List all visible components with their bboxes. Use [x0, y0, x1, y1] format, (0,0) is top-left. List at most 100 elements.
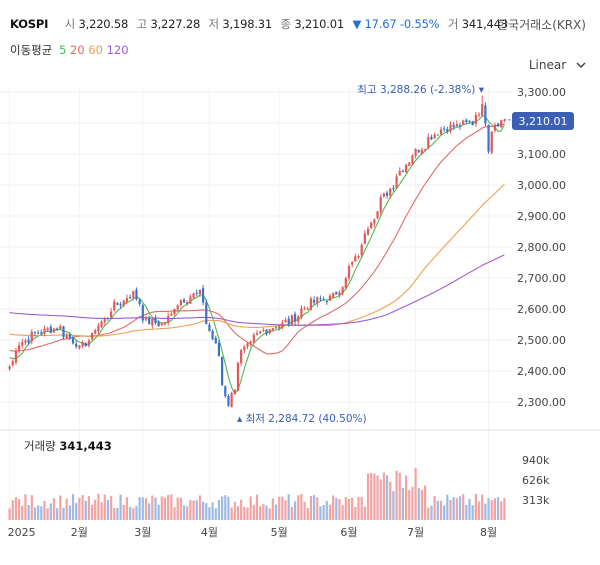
candle-body [484, 105, 487, 124]
volume-bar [408, 489, 411, 520]
candle-body [312, 300, 316, 303]
volume-bar [268, 508, 271, 520]
volume-bar [465, 504, 468, 520]
candle-body [465, 119, 468, 123]
candle-body [379, 197, 382, 212]
volume-bar [357, 497, 360, 520]
ma-legend-5[interactable]: 5 [58, 43, 67, 57]
candle-body [129, 297, 132, 299]
ma-legend-60[interactable]: 60 [88, 43, 103, 57]
volume-bar [316, 497, 319, 520]
price-tick-label: 3,100.00 [517, 148, 566, 161]
volume-bar [487, 498, 490, 520]
time-tick-label: 8월 [480, 526, 497, 539]
volume-bar [398, 472, 401, 520]
candle-body [357, 255, 360, 258]
volume-bar [414, 468, 417, 520]
time-axis: 2025 2월 3월 4월 5월 6월 7월 8월 [8, 526, 498, 539]
candle-body [195, 292, 198, 294]
volume-bar [338, 499, 341, 520]
volume-bar [138, 497, 141, 520]
candle-body [335, 291, 338, 295]
time-tick-label: 6월 [340, 526, 357, 539]
candle-body [90, 332, 94, 340]
volume-bar [303, 501, 306, 520]
volume-axis: 940k 626k 313k [522, 454, 550, 507]
close-label: 종 [280, 17, 292, 31]
volume-bar [189, 499, 192, 520]
candle-body [493, 124, 497, 131]
volume-bar [59, 495, 62, 520]
volume-bar [71, 494, 75, 520]
candle-body [56, 328, 59, 331]
candle-body [84, 342, 87, 347]
volume-bar [173, 507, 176, 520]
candle-body [122, 300, 125, 306]
volume-bar [176, 497, 179, 520]
scale-select[interactable]: Linear [529, 58, 586, 72]
high-annotation: 최고 3,288.26 (-2.38%) ▾ [357, 84, 484, 96]
volume-bar [195, 500, 198, 520]
candle-body [52, 328, 56, 333]
candle-body [468, 120, 471, 123]
volume-bar [341, 504, 344, 520]
volume-bar [220, 496, 224, 520]
price-chart[interactable]: 3,300.003,200.003,100.003,000.002,900.00… [0, 78, 600, 565]
ma-legend-120[interactable]: 120 [106, 43, 129, 57]
volume-bar [452, 497, 455, 520]
candle-body [439, 129, 443, 135]
candle-body [319, 298, 322, 300]
candle-body [404, 164, 408, 173]
candle-body [265, 329, 268, 335]
candle-body [160, 323, 163, 326]
ma5-line [9, 115, 505, 395]
volume-value: 341,443 [461, 17, 508, 31]
candle-body [287, 318, 290, 324]
candle-body [211, 330, 214, 340]
volume-bar [144, 498, 148, 520]
candle-body [338, 292, 341, 296]
candle-body [471, 121, 474, 126]
candle-body [240, 350, 243, 364]
candle-body [233, 389, 236, 395]
volume-series [8, 468, 506, 520]
time-tick-label: 2025 [8, 526, 36, 539]
volume-bar [354, 506, 357, 520]
volume-bar [103, 494, 106, 520]
candle-body [87, 340, 90, 346]
candle-body [14, 351, 18, 363]
volume-bar [363, 506, 366, 520]
candle-body [274, 327, 278, 329]
volume-bar [224, 495, 227, 520]
candle-body [354, 256, 357, 262]
candle-body [360, 245, 363, 256]
candle-body [284, 320, 287, 323]
volume-bar [46, 508, 49, 520]
volume-bar [458, 496, 462, 520]
candle-body [71, 337, 75, 344]
volume-bar [401, 488, 405, 520]
candle-body [198, 289, 202, 295]
volume-bar [360, 497, 363, 520]
volume-bar [14, 497, 18, 520]
candle-body [11, 361, 14, 366]
candle-body [40, 332, 43, 334]
ma-legend[interactable]: 이동평균 5 20 60 120 [10, 42, 129, 58]
volume-bar [433, 495, 436, 520]
volume-bar [332, 495, 335, 520]
volume-bar [376, 475, 379, 520]
candle-body [392, 188, 395, 190]
chevron-down-icon [576, 58, 586, 72]
volume-bar [49, 503, 52, 520]
volume-bar [201, 501, 205, 520]
price-tick-label: 2,800.00 [517, 241, 566, 254]
ma-legend-20[interactable]: 20 [69, 43, 85, 57]
volume-bar [236, 506, 240, 520]
volume-bar [217, 499, 221, 520]
price-tick-label: 2,500.00 [517, 334, 566, 347]
symbol-label[interactable]: KOSPI [10, 17, 49, 31]
candle-body [224, 386, 227, 397]
candle-body [322, 299, 325, 301]
candle-body [376, 211, 379, 219]
candle-body [271, 328, 274, 330]
